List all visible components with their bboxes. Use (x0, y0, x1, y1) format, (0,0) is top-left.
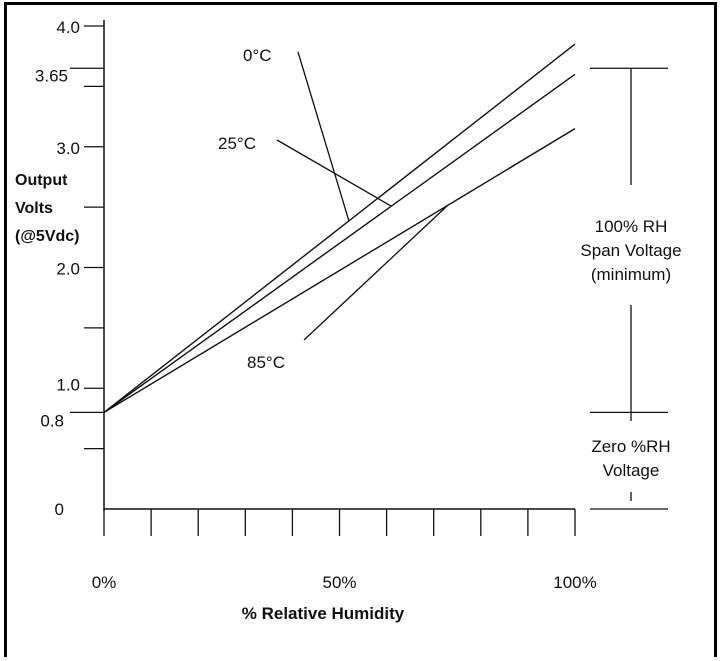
range-markers (590, 67, 668, 510)
y-tick-label: 2.0 (56, 260, 80, 279)
y-axis-label: Output (15, 172, 68, 189)
y-tick-label: 3.0 (56, 139, 80, 158)
y-tick-label: 1.0 (56, 375, 80, 394)
axes (70, 20, 576, 536)
series-line (103, 128, 576, 413)
series-lines (103, 43, 576, 413)
leader-line (297, 51, 350, 222)
chart-texts: 0 0.8 1.0 2.0 3.0 3.65 4.0 0% 50% 100% Output Volts… (15, 18, 682, 623)
leader-line (276, 139, 392, 207)
series-label: 0°C (243, 46, 272, 65)
span-voltage-label: (minimum) (591, 265, 671, 284)
span-voltage-label: 100% RH (595, 217, 668, 236)
y-tick-label: 3.65 (35, 66, 68, 85)
series-label: 85°C (247, 353, 285, 372)
span-voltage-label: Span Voltage (580, 241, 681, 260)
x-axis-label: % Relative Humidity (242, 604, 405, 623)
y-axis-label: (@5Vdc) (15, 228, 80, 245)
zero-voltage-label: Voltage (603, 461, 660, 480)
leader-lines (276, 51, 449, 341)
x-tick-label: 0% (92, 573, 117, 592)
chart-frame: 0 0.8 1.0 2.0 3.0 3.65 4.0 0% 50% 100% Output Volts… (4, 2, 717, 657)
leader-line (303, 204, 449, 341)
y-tick-label: 4.0 (56, 18, 80, 37)
series-label: 25°C (218, 134, 256, 153)
y-tick-label: 0 (55, 500, 64, 519)
y-axis-label: Volts (15, 200, 53, 217)
series-line (103, 43, 576, 413)
chart: 0 0.8 1.0 2.0 3.0 3.65 4.0 0% 50% 100% Output Volts… (15, 18, 682, 623)
y-tick-label: 0.8 (40, 411, 64, 430)
x-tick-label: 50% (322, 573, 356, 592)
series-line (103, 73, 576, 413)
x-tick-label: 100% (553, 573, 596, 592)
zero-voltage-label: Zero %RH (591, 437, 670, 456)
